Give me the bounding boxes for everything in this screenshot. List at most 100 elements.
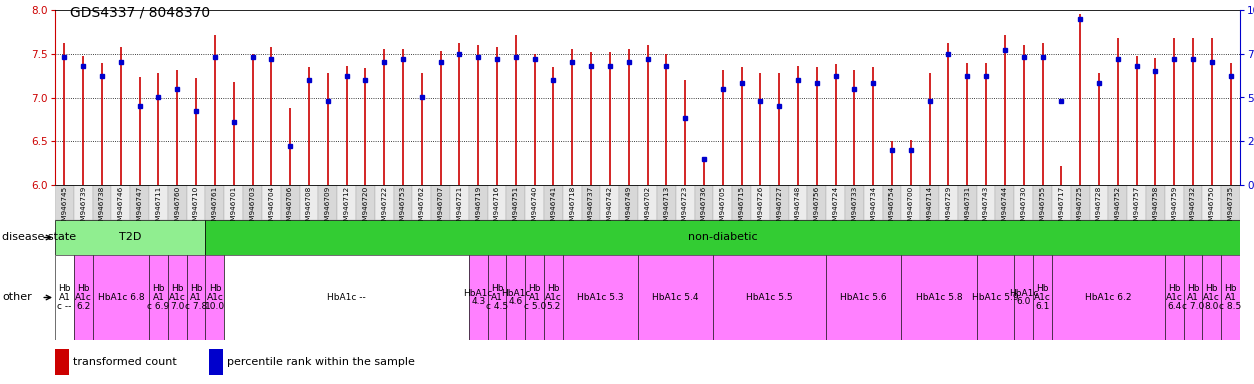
Bar xyxy=(1203,185,1221,220)
Bar xyxy=(770,185,789,220)
Bar xyxy=(958,185,977,220)
Text: GSM946711: GSM946711 xyxy=(155,186,162,230)
Text: GSM946750: GSM946750 xyxy=(1209,186,1215,230)
Bar xyxy=(431,185,450,220)
Text: GSM946756: GSM946756 xyxy=(814,186,820,230)
Text: HbA1c 5.9: HbA1c 5.9 xyxy=(972,293,1018,302)
Bar xyxy=(300,185,319,220)
Bar xyxy=(1033,255,1052,340)
Text: GSM946706: GSM946706 xyxy=(287,186,293,230)
Text: HbA1c 5.6: HbA1c 5.6 xyxy=(840,293,887,302)
Bar xyxy=(582,185,601,220)
Bar xyxy=(55,220,206,255)
Bar xyxy=(319,185,337,220)
Bar xyxy=(356,185,375,220)
Bar xyxy=(864,185,883,220)
Text: GSM946705: GSM946705 xyxy=(720,186,726,230)
Text: Hb
A1c
6.2: Hb A1c 6.2 xyxy=(75,284,92,311)
Bar xyxy=(206,220,1240,255)
Text: GSM946733: GSM946733 xyxy=(851,186,858,230)
Text: GSM946738: GSM946738 xyxy=(99,186,105,230)
Bar xyxy=(93,255,149,340)
Bar xyxy=(74,185,93,220)
Bar xyxy=(714,185,732,220)
Text: GSM946702: GSM946702 xyxy=(645,186,651,230)
Bar xyxy=(206,185,224,220)
Bar xyxy=(112,185,130,220)
Text: GSM946752: GSM946752 xyxy=(1115,186,1121,230)
Bar xyxy=(619,185,638,220)
Bar xyxy=(601,185,619,220)
Text: Hb
A1c
7.0: Hb A1c 7.0 xyxy=(169,284,186,311)
Text: HbA1c --: HbA1c -- xyxy=(327,293,366,302)
Text: GDS4337 / 8048370: GDS4337 / 8048370 xyxy=(70,5,211,19)
Text: GSM946707: GSM946707 xyxy=(438,186,444,230)
Text: GSM946747: GSM946747 xyxy=(137,186,143,230)
Text: HbA1c
6.0: HbA1c 6.0 xyxy=(1009,289,1038,306)
Text: GSM946723: GSM946723 xyxy=(682,186,688,230)
Text: Hb
A1
c 5.0: Hb A1 c 5.0 xyxy=(523,284,545,311)
Bar xyxy=(507,255,525,340)
Bar xyxy=(281,185,300,220)
Text: GSM946735: GSM946735 xyxy=(1228,186,1234,230)
Bar xyxy=(1052,185,1071,220)
Bar xyxy=(469,255,488,340)
Text: HbA1c 5.3: HbA1c 5.3 xyxy=(577,293,623,302)
Bar xyxy=(525,255,544,340)
Bar xyxy=(394,185,413,220)
Text: GSM946725: GSM946725 xyxy=(1077,186,1083,230)
Text: Hb
A1
c 7.0: Hb A1 c 7.0 xyxy=(1181,284,1204,311)
Text: HbA1c 5.5: HbA1c 5.5 xyxy=(746,293,793,302)
Bar xyxy=(563,185,582,220)
Text: T2D: T2D xyxy=(119,232,142,243)
Bar xyxy=(1052,255,1165,340)
Bar xyxy=(262,185,281,220)
Text: GSM946736: GSM946736 xyxy=(701,186,707,230)
Text: HbA1c 6.8: HbA1c 6.8 xyxy=(98,293,144,302)
Bar xyxy=(676,185,695,220)
Bar xyxy=(74,255,93,340)
Bar xyxy=(488,185,507,220)
Text: GSM946751: GSM946751 xyxy=(513,186,519,230)
Text: GSM946743: GSM946743 xyxy=(983,186,989,230)
Text: GSM946758: GSM946758 xyxy=(1152,186,1159,230)
Bar xyxy=(168,185,187,220)
Text: Hb
A1
c 4.5: Hb A1 c 4.5 xyxy=(487,284,508,311)
Bar xyxy=(826,185,845,220)
Text: GSM946728: GSM946728 xyxy=(1096,186,1102,230)
Text: GSM946703: GSM946703 xyxy=(250,186,256,230)
Bar xyxy=(1109,185,1127,220)
Bar xyxy=(920,185,939,220)
Bar xyxy=(187,255,206,340)
Text: GSM946739: GSM946739 xyxy=(80,186,87,230)
Text: GSM946709: GSM946709 xyxy=(325,186,331,230)
Text: GSM946700: GSM946700 xyxy=(908,186,914,230)
Bar xyxy=(902,255,977,340)
Text: GSM946708: GSM946708 xyxy=(306,186,312,230)
Bar xyxy=(337,185,356,220)
Bar xyxy=(469,185,488,220)
Text: GSM946740: GSM946740 xyxy=(532,186,538,230)
Text: GSM946729: GSM946729 xyxy=(946,186,952,230)
Bar xyxy=(206,255,224,340)
Text: GSM946732: GSM946732 xyxy=(1190,186,1196,230)
Bar xyxy=(187,185,206,220)
Text: GSM946746: GSM946746 xyxy=(118,186,124,230)
Text: GSM946760: GSM946760 xyxy=(174,186,181,230)
Text: GSM946745: GSM946745 xyxy=(61,186,68,230)
Text: Hb
A1c
6.4: Hb A1c 6.4 xyxy=(1166,284,1183,311)
Bar xyxy=(808,185,826,220)
Bar xyxy=(977,185,996,220)
Bar xyxy=(1014,185,1033,220)
Bar xyxy=(638,255,714,340)
Text: GSM946722: GSM946722 xyxy=(381,186,387,230)
Text: GSM946761: GSM946761 xyxy=(212,186,218,230)
Text: GSM946713: GSM946713 xyxy=(663,186,670,230)
Bar xyxy=(413,185,431,220)
Text: Hb
A1c
6.1: Hb A1c 6.1 xyxy=(1035,284,1051,311)
Text: GSM946717: GSM946717 xyxy=(1058,186,1065,230)
Bar xyxy=(1146,185,1165,220)
Bar xyxy=(149,255,168,340)
Bar xyxy=(1184,185,1203,220)
Text: GSM946720: GSM946720 xyxy=(362,186,369,230)
